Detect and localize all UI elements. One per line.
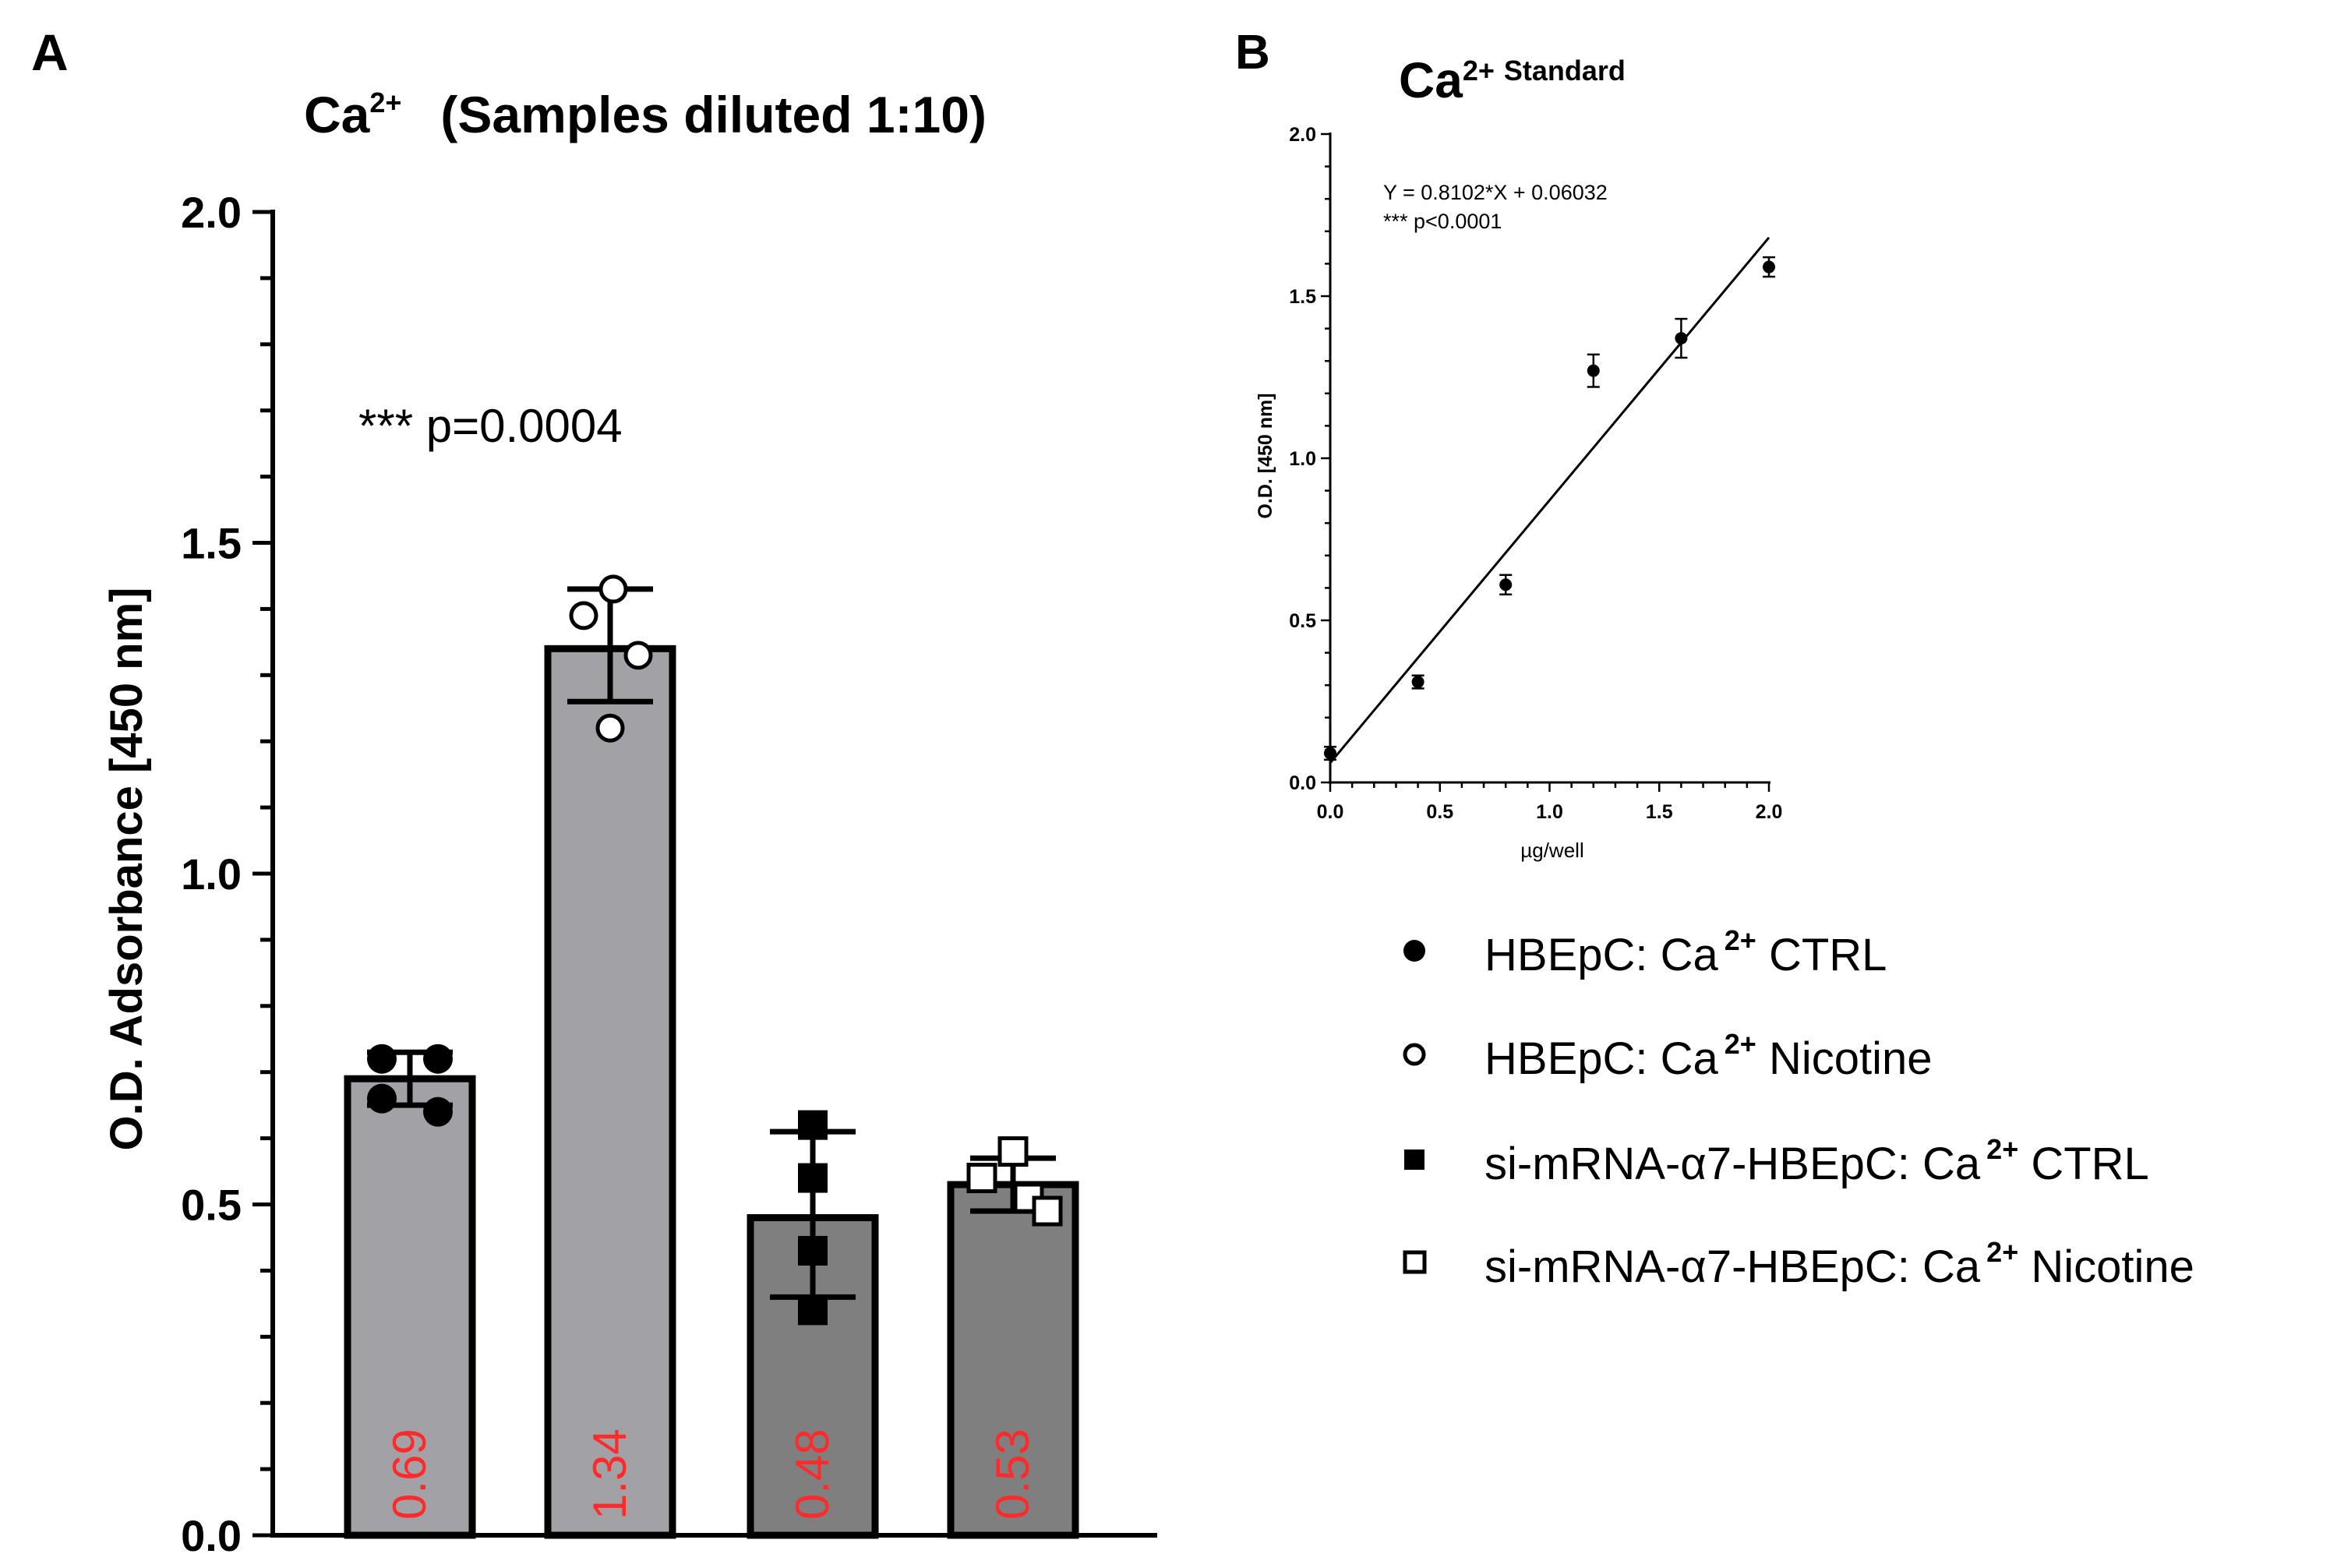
panel-b-x-tick-label: 1.5	[1646, 801, 1673, 823]
panel-a-value-label: 1.34	[584, 1429, 636, 1520]
panel-a-y-tick-label: 1.5	[181, 519, 242, 568]
panel-a-data-point	[798, 1110, 828, 1140]
panel-b-equation: Y = 0.8102*X + 0.06032	[1383, 181, 1608, 204]
legend-label-suffix: CTRL	[1756, 930, 1887, 980]
panel-a-data-point	[423, 1044, 453, 1074]
legend-item: HBEpC: Ca 2+ Nicotine	[1403, 1028, 1932, 1084]
legend-label-prefix: si-mRNA-α7-HBEpC: Ca	[1484, 1139, 1981, 1189]
panel-a-title: Ca2+ (Samples diluted 1:10)	[304, 86, 987, 143]
panel-a-data-points	[367, 574, 1063, 1326]
panel-a-value-labels: 0.69 1.34 0.48 0.53	[383, 1429, 1039, 1520]
panel-b-axes: 0.0 0.5 1.0 1.5 2.0 0.0 0.5 1.0 1.5 2.0	[1289, 124, 1782, 823]
panel-a-value-label: 0.53	[987, 1429, 1039, 1520]
panel-b-y-tick-label: 2.0	[1289, 124, 1316, 146]
panel-a-data-point	[623, 641, 653, 670]
panel-b-y-axis-label: O.D. [450 nm]	[1255, 393, 1276, 518]
panel-b-title-sup: 2+	[1463, 55, 1495, 87]
panel-b-y-tick-label: 1.5	[1289, 286, 1316, 308]
legend-marker-filled-circle	[1403, 940, 1425, 962]
panel-b-regression-line	[1329, 236, 1770, 764]
legend-label-prefix: HBEpC: Ca	[1484, 930, 1719, 980]
panel-a-data-point	[569, 601, 598, 630]
panel-b-title-main: Ca	[1399, 52, 1463, 108]
legend-label: si-mRNA-α7-HBEpC: Ca 2+ Nicotine	[1484, 1236, 2194, 1292]
panel-b-fit-line	[1329, 236, 1770, 764]
legend: HBEpC: Ca 2+ CTRL HBEpC: Ca 2+ Nicotine si…	[1403, 924, 2194, 1292]
panel-a-data-point	[367, 1044, 397, 1074]
panel-b-data-point	[1324, 747, 1336, 760]
panel-a-value-label: 0.69	[383, 1429, 436, 1520]
panel-a-y-tick-label: 1.0	[181, 849, 242, 899]
panel-b-y-tick-label: 0.0	[1289, 772, 1316, 794]
legend-label-suffix: Nicotine	[1756, 1033, 1933, 1084]
panel-a-bars	[344, 645, 1079, 1539]
panel-label-a: A	[31, 23, 69, 81]
legend-label: HBEpC: Ca 2+ CTRL	[1484, 924, 1887, 980]
panel-a-y-axis-label: O.D. Adsorbance [450 nm]	[101, 587, 152, 1150]
legend-marker-open-square	[1403, 1250, 1427, 1274]
panel-b-data-point	[1499, 578, 1513, 592]
panel-a-data-point	[423, 1097, 453, 1127]
panel-a-y-tick-label: 2.0	[181, 188, 242, 237]
panel-a-bar	[344, 1075, 476, 1539]
legend-item: HBEpC: Ca 2+ CTRL	[1403, 924, 1887, 980]
panel-a-data-point	[798, 1163, 828, 1193]
legend-label: HBEpC: Ca 2+ Nicotine	[1484, 1028, 1932, 1084]
legend-marker-open-circle	[1403, 1043, 1426, 1066]
panel-a-bar-chart: Ca2+ (Samples diluted 1:10) O.D. Adsorban…	[101, 86, 1157, 1560]
panel-a-y-tick-label: 0.5	[181, 1181, 242, 1230]
panel-b-data-point	[1763, 260, 1775, 274]
legend-label-prefix: si-mRNA-α7-HBEpC: Ca	[1484, 1241, 1981, 1292]
legend-label-suffix: Nicotine	[2018, 1241, 2194, 1292]
panel-a-data-point	[595, 713, 625, 743]
panel-a-significance-annotation: *** p=0.0004	[358, 400, 623, 452]
panel-b-standard-curve: Ca2+ Standard Y = 0.8102*X + 0.06032 *** …	[1255, 52, 1782, 862]
panel-a-data-point	[367, 1083, 397, 1114]
panel-b-data-point	[1587, 364, 1600, 377]
panel-b-y-tick-label: 1.0	[1289, 448, 1316, 470]
legend-label-sup: 2+	[1986, 1133, 2018, 1165]
legend-label-prefix: HBEpC: Ca	[1484, 1033, 1719, 1084]
legend-label-sup: 2+	[1725, 1028, 1756, 1060]
panel-a-value-label: 0.48	[786, 1429, 838, 1520]
panel-a-data-point	[966, 1163, 997, 1194]
legend-label-suffix: CTRL	[2018, 1139, 2149, 1189]
panel-b-x-tick-label: 0.0	[1317, 801, 1344, 823]
panel-a-data-point	[1032, 1195, 1063, 1227]
panel-a-title-main: Ca	[304, 86, 371, 143]
panel-b-title: Ca2+ Standard	[1399, 52, 1626, 108]
legend-marker-filled-square	[1404, 1150, 1424, 1170]
panel-b-significance: *** p<0.0001	[1383, 210, 1502, 233]
panel-a-y-tick-label: 0.0	[181, 1511, 242, 1560]
panel-a-data-point	[798, 1295, 828, 1326]
panel-b-data-point	[1675, 332, 1688, 345]
panel-b-x-tick-label: 0.5	[1426, 801, 1453, 823]
legend-label: si-mRNA-α7-HBEpC: Ca 2+ CTRL	[1484, 1133, 2149, 1189]
legend-item: si-mRNA-α7-HBEpC: Ca 2+ CTRL	[1404, 1133, 2149, 1189]
legend-label-sup: 2+	[1725, 924, 1756, 956]
panel-a-data-point	[798, 1235, 828, 1266]
legend-item: si-mRNA-α7-HBEpC: Ca 2+ Nicotine	[1403, 1236, 2194, 1292]
panel-a-data-point	[997, 1136, 1029, 1167]
legend-label-sup: 2+	[1986, 1236, 2018, 1268]
panel-a-bar	[544, 645, 676, 1539]
panel-b-y-tick-label: 0.5	[1289, 610, 1316, 632]
panel-a-title-sup: 2+	[369, 87, 401, 118]
panel-label-b: B	[1235, 26, 1270, 79]
panel-b-x-axis-label: µg/well	[1520, 839, 1583, 862]
panel-a-data-point	[598, 574, 628, 604]
panel-b-data-points	[1324, 256, 1775, 761]
panel-b-x-tick-label: 1.0	[1536, 801, 1563, 823]
panel-a-title-rest: (Samples diluted 1:10)	[440, 86, 987, 143]
panel-b-data-point	[1411, 676, 1424, 689]
panel-b-x-tick-label: 2.0	[1756, 801, 1783, 823]
panel-b-title-rest: Standard	[1504, 55, 1626, 87]
